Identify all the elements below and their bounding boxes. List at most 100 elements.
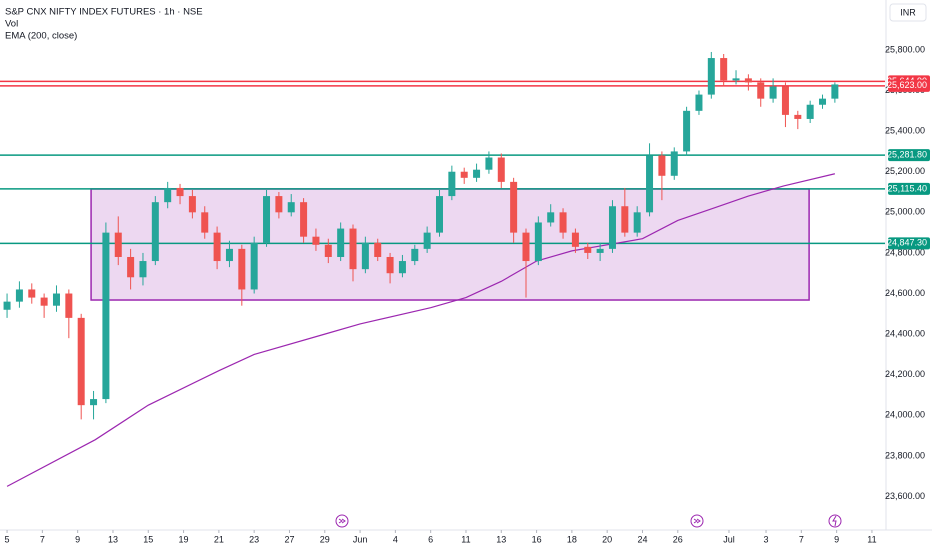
- candle-body: [522, 232, 530, 262]
- indicator-label: Vol: [5, 19, 18, 30]
- level-badge: [888, 149, 930, 162]
- level-badge: [888, 79, 930, 92]
- candle-body: [658, 155, 666, 176]
- candle-body: [40, 297, 48, 306]
- candle-body: [534, 222, 542, 262]
- candle-body: [423, 232, 431, 249]
- candle-body: [3, 301, 11, 310]
- y-tick-label: 23,600.00: [885, 491, 925, 501]
- x-tick-label: 5: [5, 534, 10, 544]
- x-tick-label: 9: [834, 534, 839, 544]
- candle-body: [547, 212, 555, 223]
- candle-body: [646, 155, 654, 213]
- candle-body: [213, 232, 221, 262]
- y-tick-label: 24,800.00: [885, 247, 925, 257]
- x-tick-label: Jul: [723, 534, 735, 544]
- candle-body: [127, 256, 135, 278]
- x-tick-label: 26: [673, 534, 683, 544]
- candle-body: [15, 289, 23, 302]
- chart-title: S&P CNX NIFTY INDEX FUTURES · 1h · NSE: [5, 7, 203, 18]
- candle-body: [250, 242, 258, 290]
- candle-body: [225, 248, 233, 262]
- event-icon[interactable]: [335, 514, 349, 528]
- candle-body: [201, 212, 209, 233]
- level-label: 25,281.80: [887, 149, 927, 159]
- x-tick-label: 16: [532, 534, 542, 544]
- x-tick-label: 13: [108, 534, 118, 544]
- candle-body: [263, 196, 271, 243]
- event-icon[interactable]: [690, 514, 704, 528]
- candle-body: [720, 58, 728, 81]
- candle-body: [28, 289, 36, 298]
- candle-body: [287, 202, 295, 213]
- candle-body: [460, 171, 468, 178]
- y-tick-label: 23,800.00: [885, 450, 925, 460]
- candle-body: [176, 187, 184, 197]
- candle-body: [312, 236, 320, 245]
- level-badge: [888, 182, 930, 195]
- y-tick-label: 25,800.00: [885, 44, 925, 54]
- candle-body: [670, 151, 678, 176]
- x-tick-label: 24: [637, 534, 647, 544]
- x-tick-label: 13: [496, 534, 506, 544]
- candle-body: [188, 196, 196, 213]
- candle-body: [769, 86, 777, 99]
- y-tick-label: 24,200.00: [885, 369, 925, 379]
- x-tick-label: 9: [75, 534, 80, 544]
- candle-body: [571, 232, 579, 247]
- y-tick-label: 25,000.00: [885, 207, 925, 217]
- x-tick-label: 20: [602, 534, 612, 544]
- candle-body: [114, 232, 122, 257]
- x-tick-label: 11: [461, 534, 470, 544]
- candle-body: [275, 196, 283, 213]
- x-tick-label: 18: [567, 534, 577, 544]
- candle-body: [707, 58, 715, 95]
- x-tick-label: 21: [214, 534, 224, 544]
- candle-body: [510, 181, 518, 233]
- range-box: [90, 188, 810, 301]
- candle-body: [633, 212, 641, 233]
- candle-body: [781, 86, 789, 115]
- candle-body: [300, 202, 308, 237]
- candle-body: [90, 399, 98, 406]
- candle-body: [596, 248, 604, 253]
- x-tick-label: 7: [799, 534, 804, 544]
- x-tick-label: 15: [143, 534, 153, 544]
- candle-body: [164, 187, 172, 203]
- x-tick-label: 6: [428, 534, 433, 544]
- event-icon[interactable]: [828, 514, 842, 528]
- candle-body: [794, 114, 802, 119]
- currency-box[interactable]: [889, 3, 927, 22]
- indicator-label: EMA (200, close): [5, 31, 77, 42]
- candle-body: [497, 157, 505, 182]
- ema-line: [6, 173, 836, 487]
- level-badge: [888, 237, 930, 250]
- x-tick-label: Jun: [353, 534, 368, 544]
- x-tick-label: 3: [764, 534, 769, 544]
- candle-body: [621, 206, 629, 233]
- plot-area: [0, 51, 885, 487]
- candle-body: [485, 157, 493, 170]
- candle-body: [559, 212, 567, 233]
- candle-body: [411, 248, 419, 262]
- candle-body: [238, 248, 246, 290]
- candle-body: [819, 98, 827, 105]
- candle-body: [683, 110, 691, 152]
- y-tick-label: 24,000.00: [885, 410, 925, 420]
- y-tick-label: 24,400.00: [885, 328, 925, 338]
- candle-body: [349, 228, 357, 270]
- candle-body: [473, 169, 481, 178]
- y-tick-label: 25,400.00: [885, 126, 925, 136]
- y-tick-label: 24,600.00: [885, 288, 925, 298]
- currency-label[interactable]: INR: [900, 7, 916, 17]
- level-label: 25,115.40: [888, 183, 927, 193]
- x-tick-label: 4: [393, 534, 398, 544]
- candle-body: [65, 293, 73, 318]
- candle-body: [102, 232, 110, 400]
- candle-body: [386, 256, 394, 274]
- candle-body: [52, 293, 60, 306]
- candle-body: [831, 84, 839, 99]
- candle-body: [584, 246, 592, 253]
